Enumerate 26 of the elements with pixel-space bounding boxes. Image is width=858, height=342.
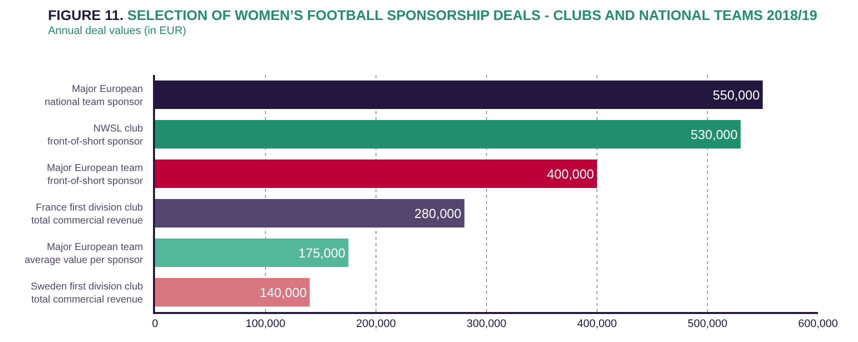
y-tick-label: Major European team average value per sponsor — [24, 242, 144, 266]
bar — [155, 238, 348, 267]
data-label: 530,000 — [690, 126, 738, 142]
bar — [155, 199, 464, 228]
bar — [155, 120, 741, 148]
y-tick-label: Major European national team sponsor — [44, 84, 144, 108]
data-label: 550,000 — [712, 87, 760, 102]
x-tick-label: 0 — [152, 318, 158, 330]
y-tick-label: NWSL club front-of-short sponsor — [47, 123, 144, 148]
x-tick-label: 600,000 — [798, 318, 838, 330]
x-tick-label: 200,000 — [356, 318, 396, 330]
bar — [155, 160, 597, 188]
chart-subtitle: Annual deal values (in EUR) — [48, 25, 186, 37]
x-tick-label: 300,000 — [466, 318, 506, 330]
data-label: 175,000 — [298, 245, 346, 260]
x-tick-label: 100,000 — [246, 318, 286, 330]
y-tick-label: France first division club total commercial revenue — [31, 202, 144, 226]
data-label: 280,000 — [414, 206, 462, 221]
x-tick-label: 500,000 — [688, 318, 728, 330]
bar — [155, 278, 310, 306]
data-label: 400,000 — [547, 166, 594, 182]
data-label: 140,000 — [260, 284, 307, 300]
x-tick-label: 400,000 — [577, 318, 617, 330]
chart-title: FIGURE 11. SELECTION OF WOMEN’S FOOTBALL SPONSORSHIP DEALS - CLUBS AND NATIONAL TEAMS 2018/19 — [48, 7, 818, 23]
y-tick-label: Sweden first division club total commercial revenue — [30, 281, 144, 306]
y-tick-label: Major European team front-of-short sponsor — [46, 162, 144, 187]
